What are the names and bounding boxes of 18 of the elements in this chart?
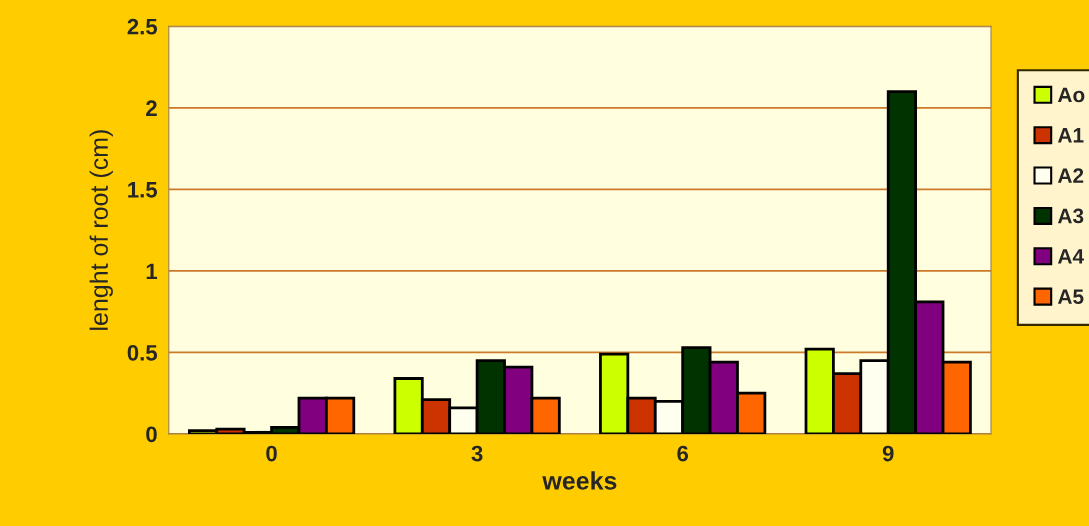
x-tick-label: 6 — [677, 445, 689, 462]
legend-label: A3 — [1057, 208, 1084, 224]
x-tick-label: 0 — [266, 445, 277, 462]
y-axis-title: lenght of root (cm) — [89, 130, 113, 330]
y-tick-label: 0.5 — [127, 344, 158, 361]
x-tick-label: 9 — [882, 445, 894, 462]
y-tick-label: 2 — [146, 100, 157, 116]
legend-label: A2 — [1057, 168, 1084, 183]
x-axis-title: weeks — [542, 471, 617, 490]
legend-label: A5 — [1057, 289, 1084, 305]
legend-label: A4 — [1057, 249, 1084, 264]
legend-label: A1 — [1057, 128, 1084, 143]
y-tick-label: 1 — [146, 263, 158, 279]
x-tick-label: 3 — [471, 445, 483, 462]
y-tick-label: 2.5 — [127, 18, 158, 35]
y-tick-label: 1.5 — [128, 182, 158, 198]
legend-label: Ao — [1057, 87, 1085, 103]
y-tick-label: 0 — [146, 426, 157, 443]
